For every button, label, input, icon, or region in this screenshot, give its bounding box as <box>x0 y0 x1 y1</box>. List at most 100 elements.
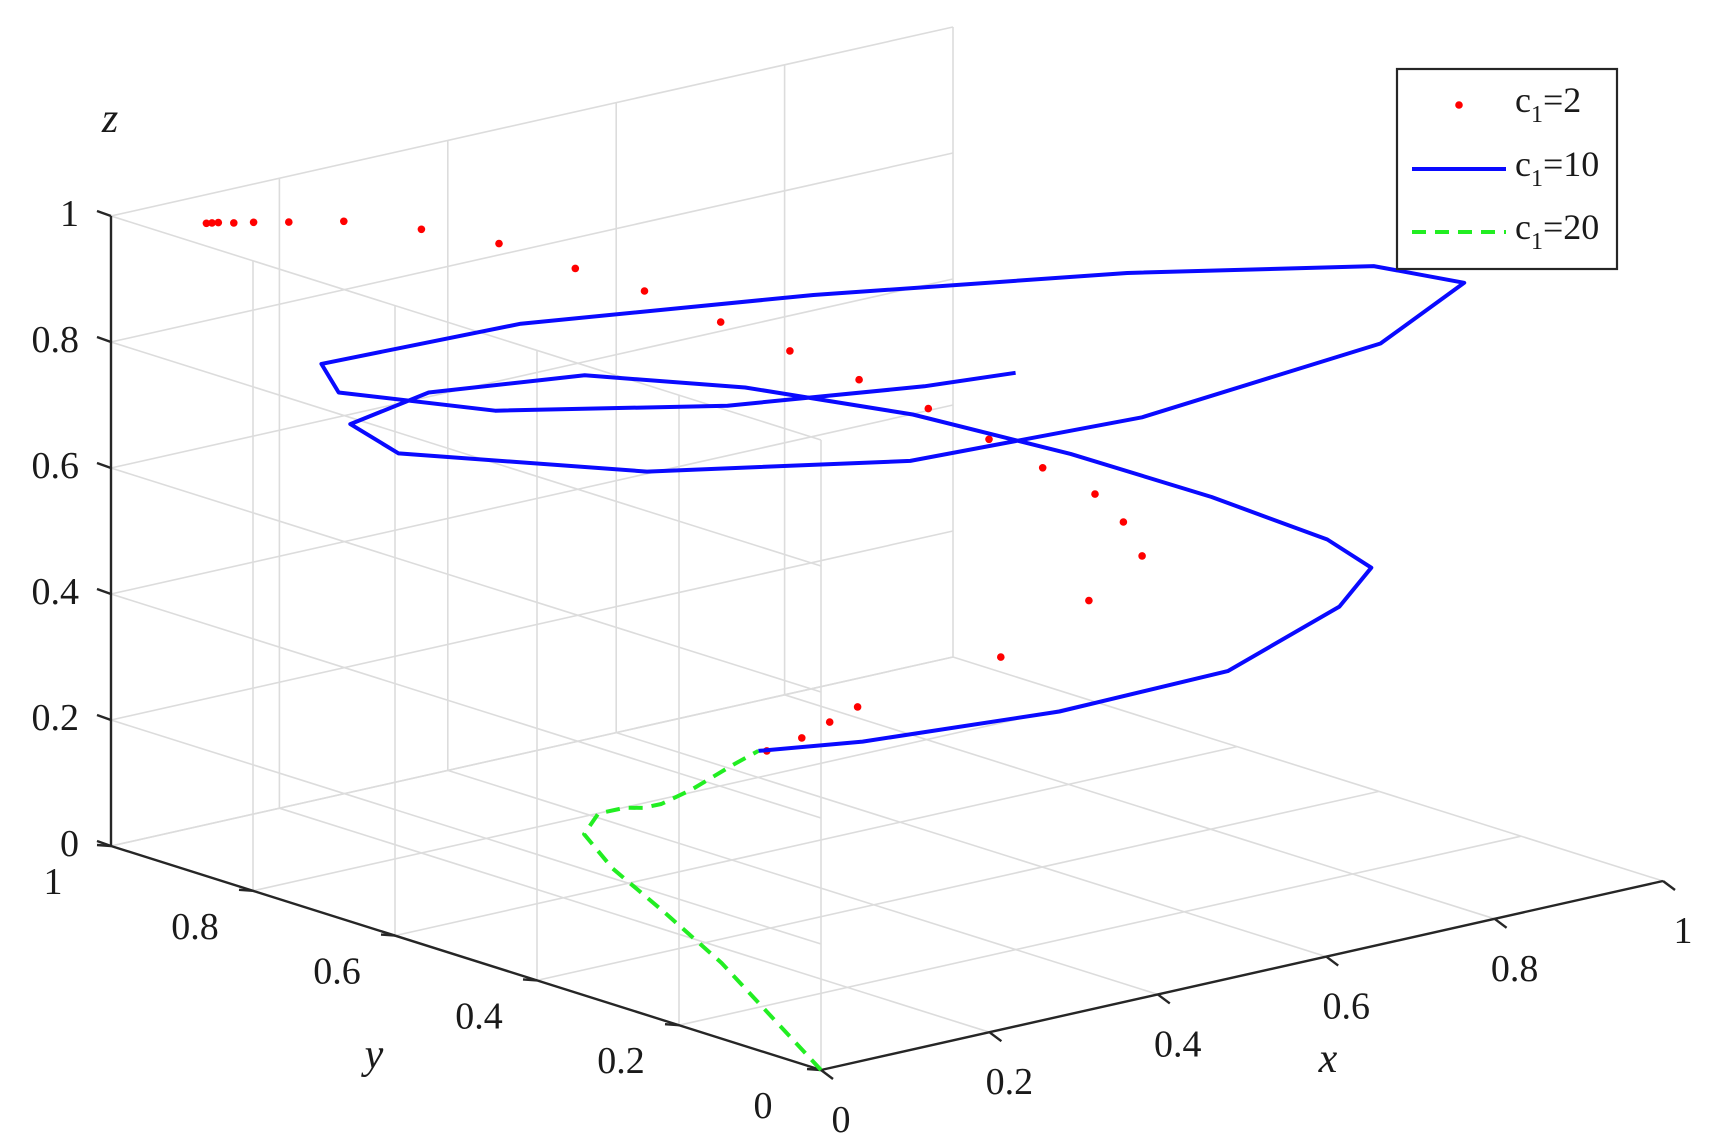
x-tick <box>820 1069 834 1080</box>
data-point <box>1091 490 1099 498</box>
legend-label: c1=10 <box>1515 144 1599 192</box>
y-tick-label: 0.4 <box>455 995 503 1037</box>
x-tick-label: 0.4 <box>1154 1023 1202 1065</box>
grid-line-back-wall <box>110 278 954 469</box>
data-point <box>495 239 503 248</box>
x-tick <box>1157 993 1171 1005</box>
grid-line-back-wall <box>110 26 954 217</box>
data-point <box>716 318 725 326</box>
series-line <box>319 264 1467 753</box>
x-tick-label: 0 <box>832 1099 851 1135</box>
y-tick <box>522 978 538 982</box>
data-point <box>985 435 993 444</box>
x-tick <box>1493 917 1508 929</box>
z-tick <box>96 209 112 218</box>
y-axis-title: y <box>361 1032 384 1078</box>
grid-line-back-wall <box>110 656 954 847</box>
data-point <box>340 217 348 226</box>
z-tick <box>96 839 112 848</box>
grid-line-side-wall <box>110 593 822 819</box>
grid-line-side-wall <box>110 719 822 945</box>
x-tick <box>1325 955 1339 967</box>
legend-label: c1=2 <box>1515 80 1581 128</box>
data-point <box>786 347 794 355</box>
series-layer <box>202 217 1467 1072</box>
data-point <box>1085 596 1093 605</box>
legend: c1=2 c1=10 c1=20 <box>1395 67 1619 271</box>
grid-line-side-wall <box>110 341 822 567</box>
data-point <box>924 404 933 413</box>
y-tick-label: 1 <box>44 861 63 903</box>
x-axis-line <box>820 879 1664 1072</box>
y-axis-line <box>110 844 822 1072</box>
z-axis-title: z <box>101 96 118 142</box>
data-point <box>798 734 806 742</box>
z-tick-label: 0.4 <box>32 571 80 613</box>
series-c1-20 <box>582 749 823 1072</box>
series-c1-10 <box>319 264 1467 753</box>
grid-line-floor <box>784 694 1495 920</box>
z-tick <box>96 713 112 722</box>
z-tick-label: 0 <box>60 823 79 865</box>
data-point <box>571 264 580 273</box>
y-tick-label: 0.2 <box>597 1040 645 1082</box>
data-point <box>417 225 426 234</box>
data-point <box>997 653 1005 661</box>
y-tick-label: 0 <box>754 1085 773 1127</box>
axes-layer <box>96 209 1676 1080</box>
grid-line-side-wall <box>110 215 822 441</box>
data-point <box>249 218 258 227</box>
data-point <box>214 218 223 227</box>
data-point <box>202 219 211 228</box>
y-tick-label: 0.8 <box>171 906 219 948</box>
data-point <box>855 375 863 384</box>
grid-line-floor <box>952 656 1664 882</box>
grid-line-back-wall <box>110 404 954 595</box>
x-tick <box>988 1031 1003 1043</box>
data-point <box>825 718 834 726</box>
legend-marker-dot <box>1455 101 1463 109</box>
data-point <box>640 287 649 295</box>
z-tick <box>96 335 112 344</box>
grid-line-floor <box>678 835 1522 1026</box>
data-point <box>230 219 238 227</box>
grid-line-floor <box>394 745 1238 937</box>
labels-layer: z y x 00.20.40.60.8100.20.40.60.8100.20.… <box>32 96 1693 1140</box>
grid-line-floor <box>279 807 990 1033</box>
x-axis-title: x <box>1318 1036 1338 1082</box>
data-point <box>1138 552 1146 560</box>
x-tick-label: 0.8 <box>1491 948 1539 990</box>
grid-line-floor <box>615 731 1327 958</box>
data-point <box>208 219 216 227</box>
y-tick-label: 0.6 <box>313 951 361 993</box>
x-tick-label: 1 <box>1674 910 1693 952</box>
y-tick <box>664 1023 680 1027</box>
z-tick-label: 0.8 <box>32 319 80 361</box>
z-tick-label: 0.6 <box>32 445 80 487</box>
data-point <box>285 218 293 226</box>
legend-entry-c1-20: c1=20 <box>1412 207 1599 255</box>
z-tick-label: 0.2 <box>32 697 80 739</box>
legend-label: c1=20 <box>1515 207 1599 255</box>
data-point <box>1038 464 1047 472</box>
data-point <box>853 703 862 711</box>
z-tick <box>96 461 112 470</box>
grid-line-back-wall <box>110 152 954 343</box>
legend-entry-c1-2: c1=2 <box>1455 80 1581 128</box>
legend-entry-c1-10: c1=10 <box>1412 144 1599 192</box>
grid-line-side-wall <box>110 467 822 693</box>
x-tick-label: 0.6 <box>1322 986 1370 1028</box>
x-tick <box>1662 880 1676 891</box>
data-point <box>1119 518 1128 526</box>
z-tick <box>96 587 112 596</box>
grid-line-back-wall <box>110 530 954 721</box>
y-tick <box>380 933 396 937</box>
z-tick-label: 1 <box>60 193 79 235</box>
y-tick <box>238 888 254 892</box>
series-c1-2 <box>202 217 1146 755</box>
x-tick-label: 0.2 <box>986 1061 1034 1103</box>
grid-line-floor <box>536 790 1380 982</box>
grid-line-floor <box>447 769 1159 996</box>
